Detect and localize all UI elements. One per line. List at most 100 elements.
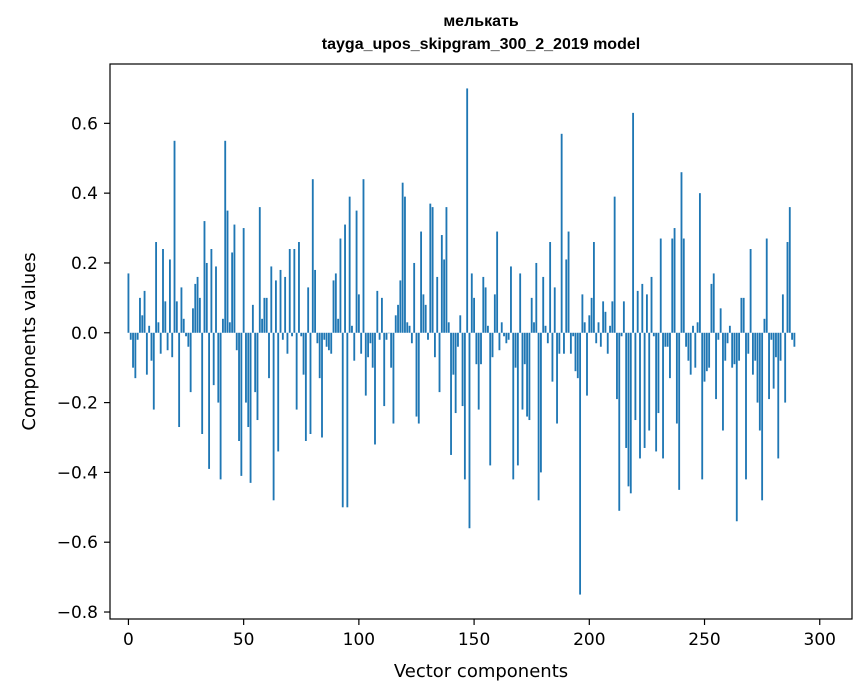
bar [436, 276, 439, 333]
bar [606, 332, 609, 354]
bar [500, 322, 503, 333]
bar [486, 325, 489, 333]
bar [659, 238, 662, 333]
bar [728, 325, 731, 333]
bar [708, 332, 711, 368]
bar [754, 332, 757, 361]
bar [489, 332, 492, 466]
bar [406, 322, 409, 333]
bar [401, 182, 404, 333]
bar [468, 332, 471, 529]
bar [212, 332, 215, 386]
bar [629, 332, 632, 494]
bar [272, 332, 275, 501]
bar [404, 196, 406, 333]
bar [498, 332, 501, 351]
bar [565, 259, 568, 333]
bar [291, 332, 293, 337]
bar [597, 322, 600, 333]
bar [258, 207, 261, 333]
bar [429, 203, 432, 333]
bar [433, 332, 436, 358]
bar [551, 332, 554, 382]
bar [378, 332, 381, 340]
bar [620, 332, 623, 337]
bar [722, 332, 724, 431]
bar [159, 332, 162, 354]
bar [625, 332, 628, 448]
y-tick-label: 0.4 [71, 184, 98, 204]
bar [457, 332, 459, 347]
bar [224, 140, 227, 333]
bar [726, 332, 729, 344]
bar [420, 231, 423, 333]
bar [235, 332, 238, 351]
bar [791, 332, 794, 340]
bar [763, 318, 766, 333]
bar [779, 332, 782, 361]
bar [311, 179, 314, 333]
bar [392, 332, 395, 424]
bar [493, 294, 496, 333]
bar [535, 262, 538, 333]
bar [351, 325, 353, 333]
bar [249, 332, 252, 483]
bar [383, 332, 386, 407]
bar [408, 325, 411, 333]
chart-subtitle: tayga_upos_skipgram_300_2_2019 model [321, 36, 641, 53]
bar [238, 332, 240, 441]
bar [786, 242, 789, 333]
bar [733, 332, 736, 365]
bar [777, 332, 780, 459]
bar [219, 332, 222, 480]
bar [447, 322, 450, 333]
bar [583, 322, 586, 333]
bar [344, 224, 346, 333]
bar [634, 332, 637, 421]
bar [758, 332, 761, 431]
bar [510, 266, 512, 333]
bar [139, 297, 141, 333]
bar [572, 332, 575, 337]
bar [215, 266, 217, 333]
bar [655, 332, 658, 452]
bar [613, 196, 616, 333]
bar [698, 193, 701, 333]
bar [279, 269, 282, 333]
bar [192, 308, 194, 333]
bar [268, 332, 270, 379]
bar [627, 332, 630, 487]
bar [664, 332, 667, 347]
bar [247, 332, 250, 428]
bar [636, 290, 639, 333]
bar [775, 332, 777, 358]
bar [507, 332, 510, 340]
bar [756, 332, 759, 403]
bar [307, 287, 310, 333]
bar [185, 332, 187, 337]
bar [380, 297, 383, 333]
bar [422, 294, 425, 333]
bar [286, 332, 289, 354]
bar [784, 332, 787, 403]
bar [751, 332, 754, 375]
bar [196, 276, 199, 333]
bar [567, 231, 570, 333]
chart-title: мелькать [443, 13, 519, 30]
bar [745, 332, 747, 480]
bar [210, 249, 213, 333]
bar [765, 238, 768, 333]
bar [413, 262, 416, 333]
bar [770, 332, 773, 340]
bar [427, 332, 429, 340]
bar [611, 301, 614, 333]
bar [129, 332, 132, 340]
bar [332, 280, 335, 333]
plot-frame [109, 63, 853, 620]
bar [609, 325, 611, 333]
bar [662, 332, 664, 459]
bar [719, 308, 722, 333]
bar [705, 332, 708, 372]
bar [155, 242, 158, 333]
bar [602, 301, 605, 333]
